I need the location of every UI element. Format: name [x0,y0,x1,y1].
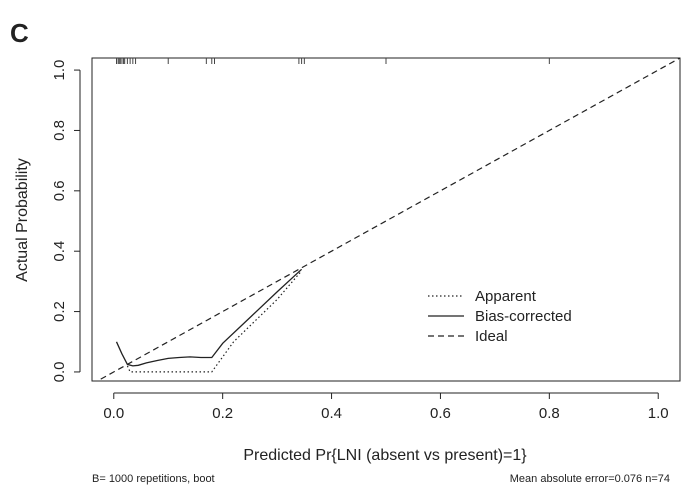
y-axis-label: Actual Probability [14,158,31,282]
y-tick-label: 0.0 [51,362,68,383]
x-axis: 0.0 0.2 0.4 0.6 0.8 1.0 [103,392,669,422]
plot-area [91,57,681,382]
x-tick-label: 0.2 [212,405,233,422]
footer-right: Mean absolute error=0.076 n=74 [510,473,670,485]
y-tick-label: 1.0 [51,60,68,81]
series-line-apparent [126,270,303,373]
x-tick-label: 0.0 [103,405,124,422]
x-tick-label: 0.6 [430,405,451,422]
x-axis-label: Predicted Pr{LNI (absent vs present)=1} [243,447,527,464]
x-tick-label: 0.4 [321,405,342,422]
series-line-bias-corrected [115,268,303,367]
legend-label: Apparent [475,288,537,305]
y-tick-label: 0.8 [51,120,68,141]
legend-label: Ideal [475,328,508,345]
x-tick-label: 1.0 [648,405,669,422]
legend-label: Bias-corrected [475,308,572,325]
series-line-ideal [96,58,680,381]
legend: Apparent Bias-corrected Ideal [428,288,572,345]
y-tick-label: 0.6 [51,180,68,201]
y-tick-label: 0.4 [51,241,68,262]
x-tick-label: 0.8 [539,405,560,422]
panel-label: C [10,18,29,48]
y-tick-label: 0.2 [51,301,68,322]
y-axis: 0.0 0.2 0.4 0.6 0.8 1.0 [51,60,81,383]
footer-left: B= 1000 repetitions, boot [92,473,215,485]
